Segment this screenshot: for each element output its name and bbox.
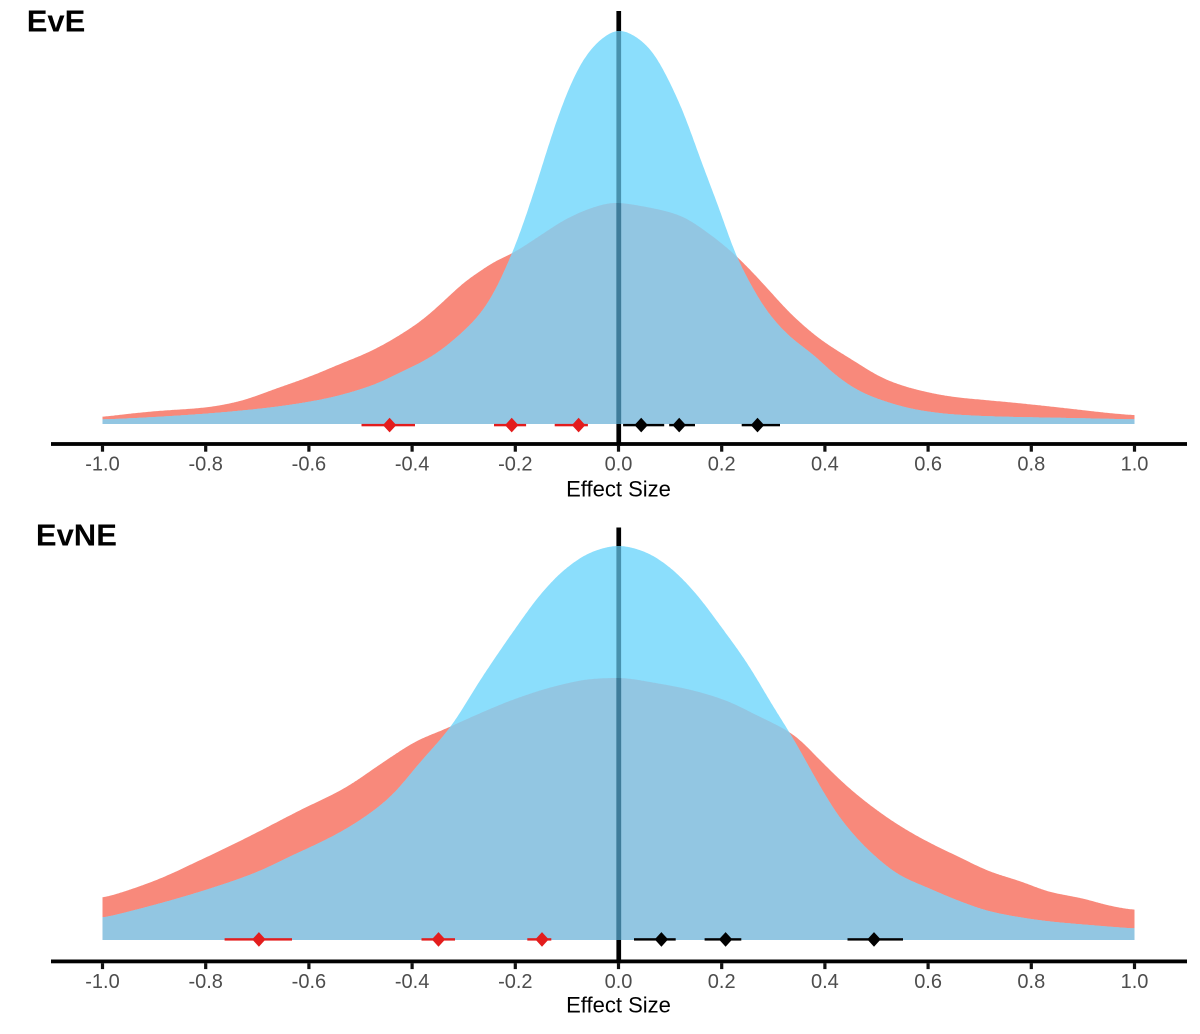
svg-text:0.6: 0.6 [914,454,942,476]
svg-text:-0.8: -0.8 [188,454,222,476]
svg-text:-0.4: -0.4 [395,454,429,476]
svg-text:0.4: 0.4 [811,971,839,993]
svg-text:1.0: 1.0 [1121,971,1149,993]
svg-text:0.2: 0.2 [708,971,736,993]
svg-text:EvE: EvE [27,4,86,39]
svg-text:0.8: 0.8 [1017,971,1045,993]
svg-text:-0.2: -0.2 [498,971,532,993]
svg-text:0.0: 0.0 [605,454,633,476]
svg-text:0.0: 0.0 [605,971,633,993]
svg-text:-0.8: -0.8 [188,971,222,993]
svg-text:-0.6: -0.6 [292,454,326,476]
svg-text:-1.0: -1.0 [85,454,119,476]
svg-text:0.6: 0.6 [914,971,942,993]
svg-text:0.8: 0.8 [1017,454,1045,476]
svg-text:-1.0: -1.0 [85,971,119,993]
svg-text:-0.6: -0.6 [292,971,326,993]
svg-text:-0.4: -0.4 [395,971,429,993]
svg-text:0.2: 0.2 [708,454,736,476]
svg-text:Effect Size: Effect Size [566,476,671,501]
svg-text:0.4: 0.4 [811,454,839,476]
svg-text:Effect Size: Effect Size [566,992,671,1017]
svg-text:1.0: 1.0 [1121,454,1149,476]
svg-text:EvNE: EvNE [36,518,117,553]
svg-text:-0.2: -0.2 [498,454,532,476]
